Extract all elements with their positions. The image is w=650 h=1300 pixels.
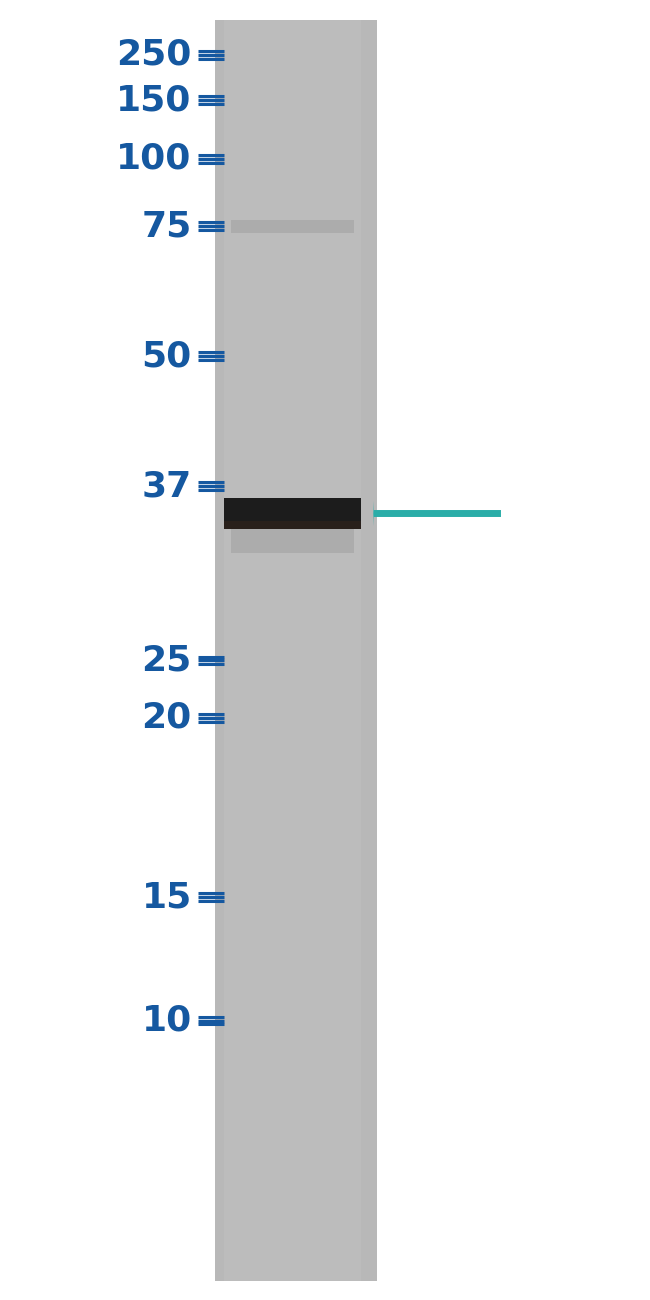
Bar: [224, 521, 361, 529]
Bar: [231, 220, 354, 233]
Bar: [224, 20, 361, 1280]
Bar: [231, 526, 354, 552]
Text: 20: 20: [142, 701, 192, 734]
Bar: [214, 20, 377, 1280]
Text: 10: 10: [142, 1004, 192, 1037]
Text: 75: 75: [142, 209, 192, 243]
Text: 15: 15: [142, 880, 192, 914]
Text: 150: 150: [116, 83, 192, 117]
Bar: [224, 498, 361, 529]
Text: 250: 250: [116, 38, 192, 72]
Text: 37: 37: [142, 469, 192, 503]
Text: 25: 25: [142, 644, 192, 677]
Text: 50: 50: [142, 339, 192, 373]
Text: 100: 100: [116, 142, 192, 176]
